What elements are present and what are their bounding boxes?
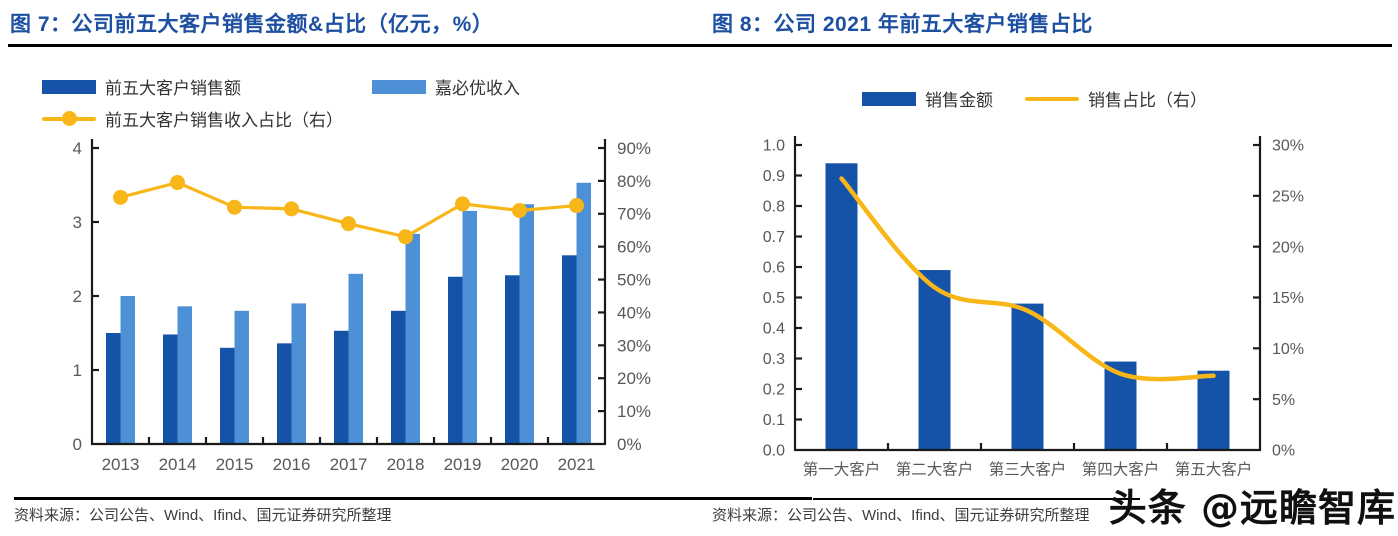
fig8-legend-item-ratio: 销售占比（右） — [1025, 86, 1207, 111]
svg-text:0.8: 0.8 — [763, 199, 785, 216]
svg-text:第二大客户: 第二大客户 — [896, 461, 974, 479]
legend-swatch-dark-bar-icon — [862, 91, 916, 106]
svg-text:2021: 2021 — [558, 455, 596, 474]
svg-text:0.7: 0.7 — [763, 229, 785, 246]
fig7-source-divider-rule — [14, 497, 812, 500]
svg-text:80%: 80% — [617, 172, 651, 191]
svg-text:0%: 0% — [617, 435, 642, 454]
svg-text:2016: 2016 — [273, 455, 311, 474]
svg-text:70%: 70% — [617, 205, 651, 224]
svg-text:2015: 2015 — [216, 455, 254, 474]
title-divider-rule — [8, 44, 1392, 47]
svg-text:0: 0 — [73, 435, 82, 454]
svg-text:10%: 10% — [617, 402, 651, 421]
fig7-source-text: 资料来源：公司公告、Wind、Ifind、国元证券研究所整理 — [14, 507, 392, 524]
fig8-legend-label-amount: 销售金额 — [925, 91, 993, 110]
svg-text:20%: 20% — [1272, 239, 1304, 256]
toutiao-watermark: 头条 @远瞻智库 — [1108, 486, 1396, 530]
fig7-legend-item-sales: 前五大客户销售额 — [42, 74, 241, 99]
svg-text:3: 3 — [73, 213, 82, 232]
svg-text:1.0: 1.0 — [763, 138, 785, 155]
svg-text:15%: 15% — [1272, 290, 1304, 307]
svg-text:第五大客户: 第五大客户 — [1175, 461, 1253, 479]
svg-text:2019: 2019 — [444, 455, 482, 474]
svg-text:4: 4 — [73, 139, 82, 158]
fig8-chart-canvas: 0.0 0.1 0.2 0.3 0.4 0.5 0.6 0.7 0.8 0.9 1.0 0% 5% 10%… — [763, 136, 1304, 479]
fig8-legend-label-ratio: 销售占比（右） — [1088, 91, 1207, 110]
fig7-title: 图 7：公司前五大客户销售金额&占比（亿元，%） — [10, 13, 494, 36]
svg-text:2014: 2014 — [159, 455, 197, 474]
svg-text:0.0: 0.0 — [763, 443, 785, 460]
svg-text:90%: 90% — [617, 139, 651, 158]
svg-text:30%: 30% — [617, 336, 651, 355]
svg-text:0.2: 0.2 — [763, 382, 785, 399]
svg-text:25%: 25% — [1272, 188, 1304, 205]
svg-text:20%: 20% — [617, 369, 651, 388]
svg-text:30%: 30% — [1272, 138, 1304, 155]
svg-text:第四大客户: 第四大客户 — [1082, 461, 1160, 479]
fig7-legend-item-revenue: 嘉必优收入 — [372, 74, 520, 99]
legend-swatch-dark-bar-icon — [42, 79, 96, 94]
svg-text:第三大客户: 第三大客户 — [989, 461, 1067, 479]
svg-text:2017: 2017 — [330, 455, 368, 474]
fig7-legend-label-revenue: 嘉必优收入 — [435, 79, 520, 98]
svg-text:50%: 50% — [617, 271, 651, 290]
svg-text:0%: 0% — [1272, 443, 1295, 460]
fig8-legend-item-amount: 销售金额 — [862, 86, 993, 111]
fig7-legend-label-ratio: 前五大客户销售收入占比（右） — [105, 111, 343, 130]
legend-line-icon — [1025, 91, 1079, 106]
fig7-legend-item-ratio: 前五大客户销售收入占比（右） — [42, 106, 343, 131]
svg-text:2013: 2013 — [102, 455, 140, 474]
fig8-source-divider-rule — [813, 498, 1140, 500]
svg-text:0.3: 0.3 — [763, 351, 785, 368]
svg-text:0.9: 0.9 — [763, 168, 785, 185]
svg-text:2018: 2018 — [387, 455, 425, 474]
fig8-title: 图 8：公司 2021 年前五大客户销售占比 — [712, 13, 1093, 36]
svg-text:1: 1 — [73, 361, 82, 380]
svg-text:60%: 60% — [617, 238, 651, 257]
svg-text:5%: 5% — [1272, 392, 1295, 409]
fig7-legend-label-sales: 前五大客户销售额 — [105, 79, 241, 98]
svg-text:0.1: 0.1 — [763, 412, 785, 429]
svg-text:0.6: 0.6 — [763, 260, 785, 277]
svg-text:0.4: 0.4 — [763, 321, 785, 338]
svg-text:10%: 10% — [1272, 341, 1304, 358]
svg-text:2020: 2020 — [501, 455, 539, 474]
svg-text:40%: 40% — [617, 303, 651, 322]
svg-text:0.5: 0.5 — [763, 290, 785, 307]
svg-text:第一大客户: 第一大客户 — [803, 461, 881, 479]
svg-text:2: 2 — [73, 287, 82, 306]
fig8-source-text: 资料来源：公司公告、Wind、Ifind、国元证券研究所整理 — [712, 507, 1090, 524]
legend-swatch-light-bar-icon — [372, 79, 426, 94]
legend-line-marker-icon — [42, 111, 96, 126]
